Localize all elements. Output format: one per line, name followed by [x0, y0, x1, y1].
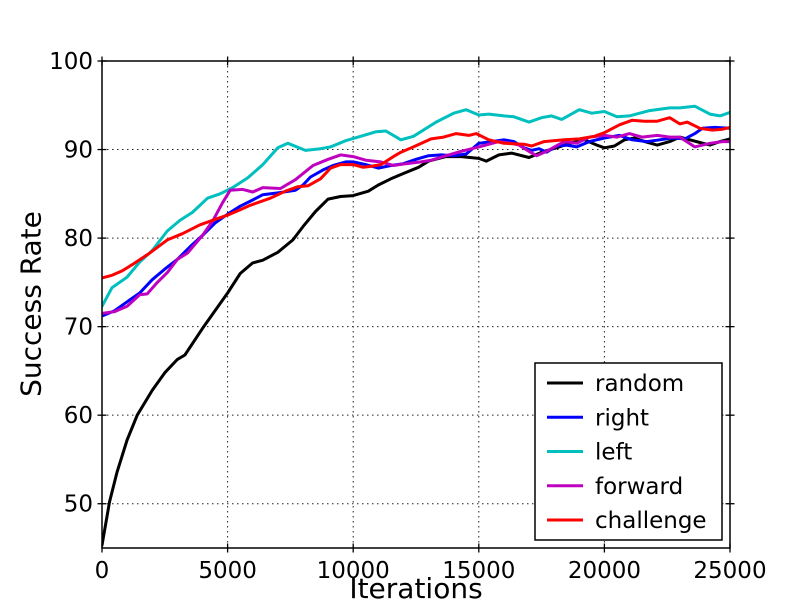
y-tick-label-80: 80 [64, 226, 93, 252]
x-tick-label-5000: 5000 [198, 558, 257, 584]
y-tick-label-100: 100 [49, 49, 93, 75]
legend-label-challenge: challenge [595, 508, 707, 534]
legend-label-right: right [595, 405, 649, 431]
legend-label-forward: forward [595, 474, 683, 500]
plot-frame [101, 60, 731, 549]
y-axis-label: Success Rate [14, 211, 48, 397]
y-tick-label-70: 70 [64, 315, 93, 341]
x-tick-label-20000: 20000 [568, 558, 641, 584]
legend-label-left: left [595, 440, 632, 466]
x-axis-label: Iterations [349, 572, 483, 605]
x-tick-label-0: 0 [95, 558, 110, 584]
x-tick-label-10000: 10000 [317, 558, 390, 584]
series-line-right [102, 125, 730, 318]
y-tick-label-60: 60 [64, 403, 93, 429]
y-tick-label-90: 90 [64, 138, 93, 164]
x-tick-label-15000: 15000 [442, 558, 515, 584]
legend-label-random: random [595, 371, 684, 397]
series-group [102, 104, 730, 547]
series-line-forward [102, 132, 730, 315]
series-line-challenge [102, 116, 730, 280]
series-line-left [102, 104, 730, 308]
y-tick-label-50: 50 [64, 492, 93, 518]
x-tick-label-25000: 25000 [693, 558, 766, 584]
